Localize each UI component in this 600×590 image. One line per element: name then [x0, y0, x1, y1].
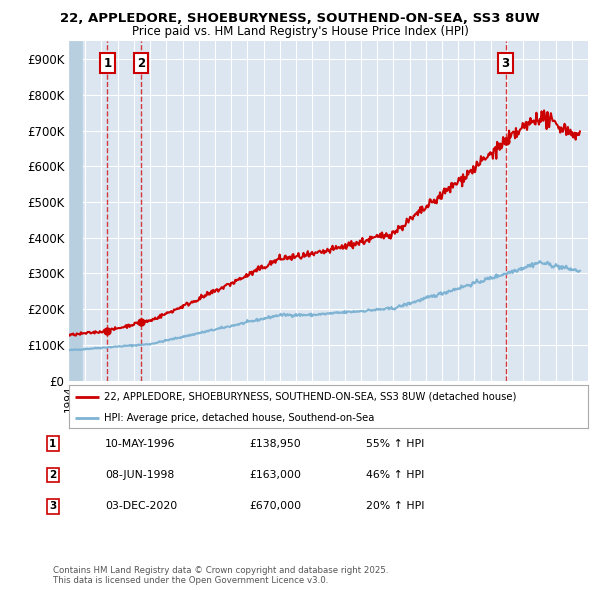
Text: 20% ↑ HPI: 20% ↑ HPI	[366, 502, 425, 511]
Text: Price paid vs. HM Land Registry's House Price Index (HPI): Price paid vs. HM Land Registry's House …	[131, 25, 469, 38]
Text: Contains HM Land Registry data © Crown copyright and database right 2025.
This d: Contains HM Land Registry data © Crown c…	[53, 566, 388, 585]
Text: 46% ↑ HPI: 46% ↑ HPI	[366, 470, 424, 480]
Text: 3: 3	[502, 57, 509, 70]
Text: 08-JUN-1998: 08-JUN-1998	[105, 470, 174, 480]
Text: 55% ↑ HPI: 55% ↑ HPI	[366, 439, 424, 448]
Text: 1: 1	[103, 57, 112, 70]
Bar	[69, 41, 82, 381]
Text: £670,000: £670,000	[249, 502, 301, 511]
Text: 22, APPLEDORE, SHOEBURYNESS, SOUTHEND-ON-SEA, SS3 8UW (detached house): 22, APPLEDORE, SHOEBURYNESS, SOUTHEND-ON…	[104, 392, 517, 402]
Text: £138,950: £138,950	[249, 439, 301, 448]
Text: 1: 1	[49, 439, 56, 448]
Text: 2: 2	[49, 470, 56, 480]
Text: HPI: Average price, detached house, Southend-on-Sea: HPI: Average price, detached house, Sout…	[104, 413, 374, 423]
Text: 2: 2	[137, 57, 145, 70]
Text: 10-MAY-1996: 10-MAY-1996	[105, 439, 176, 448]
Text: 03-DEC-2020: 03-DEC-2020	[105, 502, 177, 511]
Text: 22, APPLEDORE, SHOEBURYNESS, SOUTHEND-ON-SEA, SS3 8UW: 22, APPLEDORE, SHOEBURYNESS, SOUTHEND-ON…	[60, 12, 540, 25]
Text: 3: 3	[49, 502, 56, 511]
Text: £163,000: £163,000	[249, 470, 301, 480]
